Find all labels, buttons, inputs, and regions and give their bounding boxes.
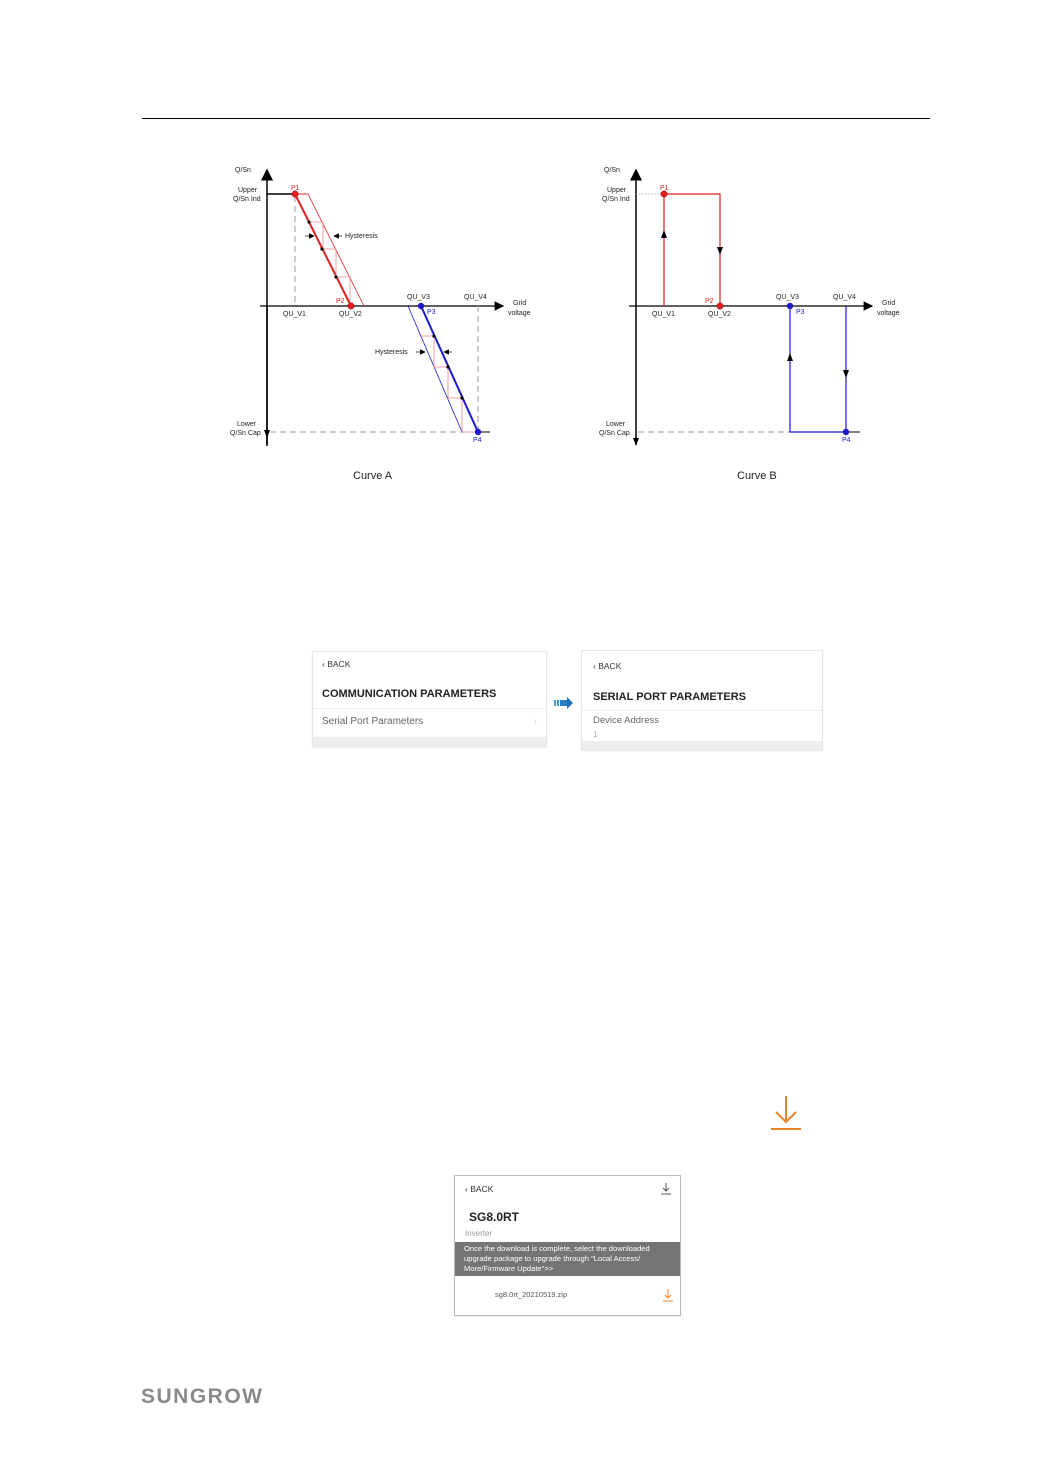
back-button[interactable]: ‹ BACK (593, 661, 622, 671)
qu-curves-figure: Q/Sn Upper Q/Sn Ind Lower Q/Sn Cap Grid … (230, 167, 900, 482)
device-address-input[interactable]: 1 (593, 730, 598, 739)
svg-text:Q/Sn Cap: Q/Sn Cap (230, 430, 261, 437)
svg-text:Q/Sn: Q/Sn (235, 167, 251, 174)
point-p2 (716, 302, 724, 310)
blue-droop-line (420, 305, 479, 433)
svg-text:Curve B: Curve B (737, 470, 777, 482)
svg-text:QU_V2: QU_V2 (708, 311, 731, 318)
arrow-right-icon (554, 696, 574, 709)
download-icon[interactable] (661, 1182, 671, 1200)
point-p1 (291, 190, 299, 198)
page-title: SERIAL PORT PARAMETERS (593, 691, 746, 703)
point-p4 (842, 428, 850, 436)
svg-text:QU_V3: QU_V3 (776, 294, 799, 301)
back-button[interactable]: ‹ BACK (465, 1184, 494, 1194)
red-step-line (663, 193, 721, 306)
svg-text:Upper: Upper (607, 187, 627, 194)
point-p4 (474, 428, 482, 436)
firmware-download-screen: ‹ BACK SG8.0RT Inverter Once the downloa… (454, 1175, 681, 1316)
point-p3 (417, 302, 425, 310)
chevron-left-icon: ‹ (465, 1184, 468, 1194)
svg-text:voltage: voltage (877, 310, 900, 317)
svg-text:P2: P2 (705, 298, 714, 305)
header-rule (142, 118, 930, 119)
blue-hysteresis-line (407, 305, 463, 433)
blue-step-line (789, 306, 847, 433)
point-p1 (660, 190, 668, 198)
svg-text:Q/Sn Ind: Q/Sn Ind (233, 196, 261, 203)
curve-b: Q/Sn Upper Q/Sn Ind Lower Q/Sn Cap Grid … (599, 167, 900, 482)
svg-text:QU_V2: QU_V2 (339, 311, 362, 318)
svg-text:Upper: Upper (238, 187, 258, 194)
svg-text:QU_V4: QU_V4 (464, 294, 487, 301)
download-file-icon[interactable] (663, 1288, 673, 1307)
svg-text:P3: P3 (427, 309, 436, 316)
download-icon (770, 1094, 802, 1132)
page-title: COMMUNICATION PARAMETERS (322, 688, 497, 700)
svg-text:P3: P3 (796, 309, 805, 316)
svg-text:Lower: Lower (237, 421, 257, 428)
svg-text:QU_V1: QU_V1 (652, 311, 675, 318)
chevron-right-icon: › (533, 716, 537, 727)
svg-text:P2: P2 (336, 298, 345, 305)
svg-text:Hysteresis: Hysteresis (375, 349, 408, 356)
svg-text:Lower: Lower (606, 421, 626, 428)
list-item-serial-port[interactable]: Serial Port Parameters › (322, 716, 537, 727)
svg-text:QU_V4: QU_V4 (833, 294, 856, 301)
svg-text:P1: P1 (660, 185, 669, 192)
svg-text:Grid: Grid (513, 300, 526, 307)
svg-text:P4: P4 (842, 437, 851, 444)
chevron-left-icon: ‹ (593, 661, 596, 671)
curve-a: Q/Sn Upper Q/Sn Ind Lower Q/Sn Cap Grid … (230, 167, 531, 482)
device-address-label: Device Address (593, 715, 660, 726)
device-title: SG8.0RT (469, 1210, 520, 1224)
sungrow-logo: SUNGROW (141, 1385, 264, 1408)
svg-text:QU_V1: QU_V1 (283, 311, 306, 318)
svg-text:P4: P4 (473, 437, 482, 444)
point-p3 (786, 302, 794, 310)
svg-text:Q/Sn Ind: Q/Sn Ind (602, 196, 630, 203)
svg-text:Q/Sn Cap: Q/Sn Cap (599, 430, 630, 437)
svg-text:voltage: voltage (508, 310, 531, 317)
firmware-file-name: sg8.0rt_20210519.zip (495, 1290, 568, 1299)
svg-text:Curve A: Curve A (353, 470, 393, 482)
chevron-left-icon: ‹ (322, 659, 325, 669)
comm-params-screen: ‹ BACK COMMUNICATION PARAMETERS Serial P… (312, 651, 547, 747)
serial-port-params-screen: ‹ BACK SERIAL PORT PARAMETERS Device Add… (581, 650, 823, 750)
back-button[interactable]: ‹ BACK (322, 659, 351, 669)
device-type: Inverter (465, 1229, 493, 1238)
svg-text:Hysteresis: Hysteresis (345, 233, 378, 240)
svg-text:Q/Sn: Q/Sn (604, 167, 620, 174)
point-p2 (347, 302, 355, 310)
svg-text:P1: P1 (291, 185, 300, 192)
svg-text:QU_V3: QU_V3 (407, 294, 430, 301)
download-notice-banner: Once the download is complete, select th… (455, 1242, 680, 1276)
svg-text:Grid: Grid (882, 300, 895, 307)
